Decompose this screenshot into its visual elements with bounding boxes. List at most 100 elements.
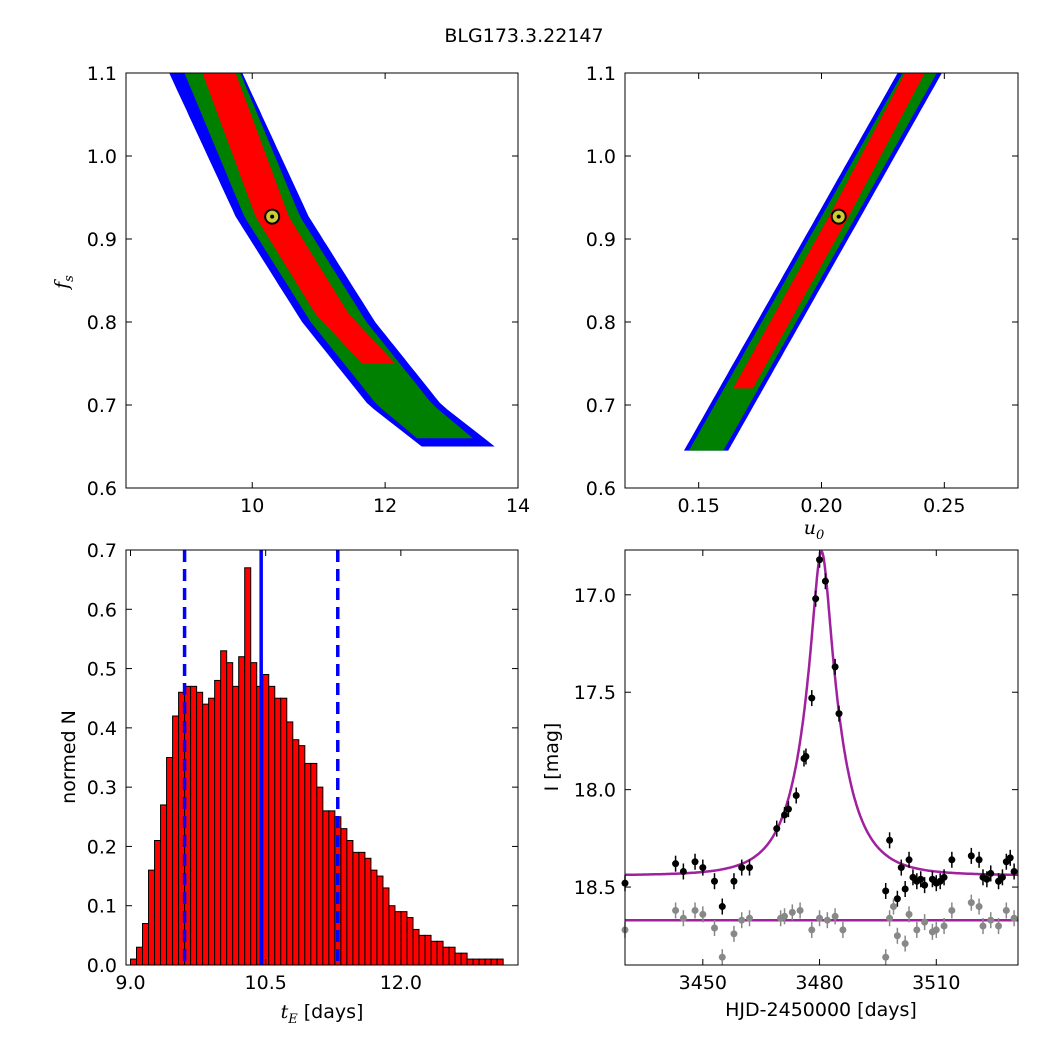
ytick-label-u0-fs: 1.1: [586, 63, 616, 85]
ytick-label-tE-fs: 0.9: [87, 229, 117, 251]
data-point-gray: [889, 903, 897, 911]
data-point-black: [784, 805, 792, 813]
plot-area-tE-fs: [169, 73, 495, 447]
histogram-bar: [388, 905, 396, 966]
data-point-gray: [718, 953, 726, 961]
histogram-bar: [406, 917, 414, 966]
ytick-label-tE-fs: 0.6: [87, 478, 117, 500]
xtick-label-light-curve: 3450: [679, 972, 727, 994]
data-point-gray: [710, 924, 718, 932]
histogram-bar: [226, 662, 234, 966]
ytick-label-u0-fs: 0.7: [586, 395, 616, 417]
histogram-bar: [262, 674, 270, 966]
ytick-label-histogram: 0.3: [87, 777, 117, 799]
histogram-bar: [292, 739, 300, 966]
best-fit-center-u0-fs: [836, 214, 841, 219]
ylabel-imag: I [mag]: [541, 723, 563, 792]
data-point-gray: [905, 910, 913, 918]
histogram-bar: [376, 875, 384, 966]
plot-area-u0-fs: [683, 73, 942, 451]
data-point-gray: [948, 906, 956, 914]
histogram-bar: [496, 958, 504, 966]
ytick-label-light-curve: 18.0: [574, 780, 616, 802]
data-point-black: [905, 856, 913, 864]
data-point-gray: [808, 926, 816, 934]
data-point-gray: [913, 926, 921, 934]
axes-tE-fs: 10 12 14 0.6 0.7 0.8 0.9 1.0 1.1: [87, 63, 530, 517]
data-point-gray: [882, 953, 890, 961]
xtick-label-histogram: 9.0: [115, 972, 145, 994]
xlabel-hjd: HJD-2450000 [days]: [725, 999, 917, 1021]
axes-frame-tE-fs: [125, 72, 519, 489]
panel-tE-vs-fs: 10 12 14 0.6 0.7 0.8 0.9 1.0 1.1 fs: [51, 63, 530, 517]
histogram-bar: [430, 940, 438, 966]
data-point-black: [738, 864, 746, 872]
histogram-bar: [286, 721, 294, 966]
ytick-label-u0-fs: 1.0: [586, 146, 616, 168]
ytick-label-tE-fs: 0.7: [87, 395, 117, 417]
data-point-black: [802, 753, 810, 761]
xtick-label-tE-fs: 10: [240, 495, 264, 517]
data-point-black: [746, 864, 754, 872]
data-point-black: [831, 663, 839, 671]
histogram-bar: [220, 650, 228, 966]
histogram-bar: [238, 656, 246, 966]
xtick-label-tE-fs: 12: [373, 495, 397, 517]
histogram-bar: [310, 762, 318, 966]
data-point-gray: [940, 922, 948, 930]
data-point-gray: [1002, 906, 1010, 914]
histogram-bar: [304, 762, 312, 966]
data-point-black: [886, 836, 894, 844]
histogram-bar: [190, 685, 198, 966]
data-point-black: [781, 811, 789, 819]
histogram-bar: [244, 567, 252, 966]
ytick-label-histogram: 0.4: [87, 718, 117, 740]
histogram-bar: [178, 691, 186, 966]
xlabel-tE: tE [days]: [281, 1001, 364, 1027]
axes-light-curve: 3450 3480 3510 17.0 17.5 18.0 18.5: [574, 550, 1018, 994]
axes-frame-histogram: [125, 549, 519, 966]
data-point-black: [975, 856, 983, 864]
histogram-bar: [166, 757, 174, 966]
data-point-black: [983, 875, 991, 883]
data-point-black: [773, 825, 781, 833]
model-curve-primary: [625, 549, 1018, 877]
ytick-label-tE-fs: 1.1: [87, 63, 117, 85]
ytick-label-tE-fs: 1.0: [87, 146, 117, 168]
data-point-black: [691, 858, 699, 866]
histogram-bar: [154, 840, 162, 966]
data-point-black: [1006, 854, 1014, 862]
histogram-bar: [466, 958, 474, 966]
data-point-black: [812, 595, 820, 603]
ytick-label-u0-fs: 0.8: [586, 312, 616, 334]
xtick-label-histogram: 10.5: [245, 972, 287, 994]
xtick-label-u0-fs: 0.20: [800, 495, 842, 517]
best-fit-center-tE-fs: [270, 214, 275, 219]
histogram-bar: [364, 857, 372, 966]
data-point-black: [816, 556, 824, 564]
histogram-bar: [280, 697, 288, 966]
confidence-region-1sigma-u0-fs: [733, 73, 925, 389]
data-point-gray: [672, 906, 680, 914]
data-point-gray: [979, 922, 987, 930]
ylabel-fs: fs: [51, 275, 77, 291]
histogram-bar: [172, 715, 180, 966]
ylabel-normed-n: normed N: [58, 710, 80, 804]
data-point-gray: [679, 914, 687, 922]
data-point-black: [893, 895, 901, 903]
data-point-gray: [987, 916, 995, 924]
ytick-label-light-curve: 17.0: [574, 585, 616, 607]
histogram-bar: [436, 940, 444, 966]
histogram-bar: [160, 804, 168, 966]
data-point-gray: [839, 926, 847, 934]
data-point-gray: [1010, 914, 1018, 922]
histogram-bar: [460, 952, 468, 966]
histogram-bar: [340, 828, 348, 966]
histogram-bar: [274, 697, 282, 966]
ytick-label-histogram: 0.6: [87, 599, 117, 621]
axes-frame-light-curve: [624, 549, 1019, 966]
data-point-black: [998, 873, 1006, 881]
ytick-label-histogram: 0.2: [87, 836, 117, 858]
data-point-gray: [691, 906, 699, 914]
histogram-bar: [400, 911, 408, 966]
